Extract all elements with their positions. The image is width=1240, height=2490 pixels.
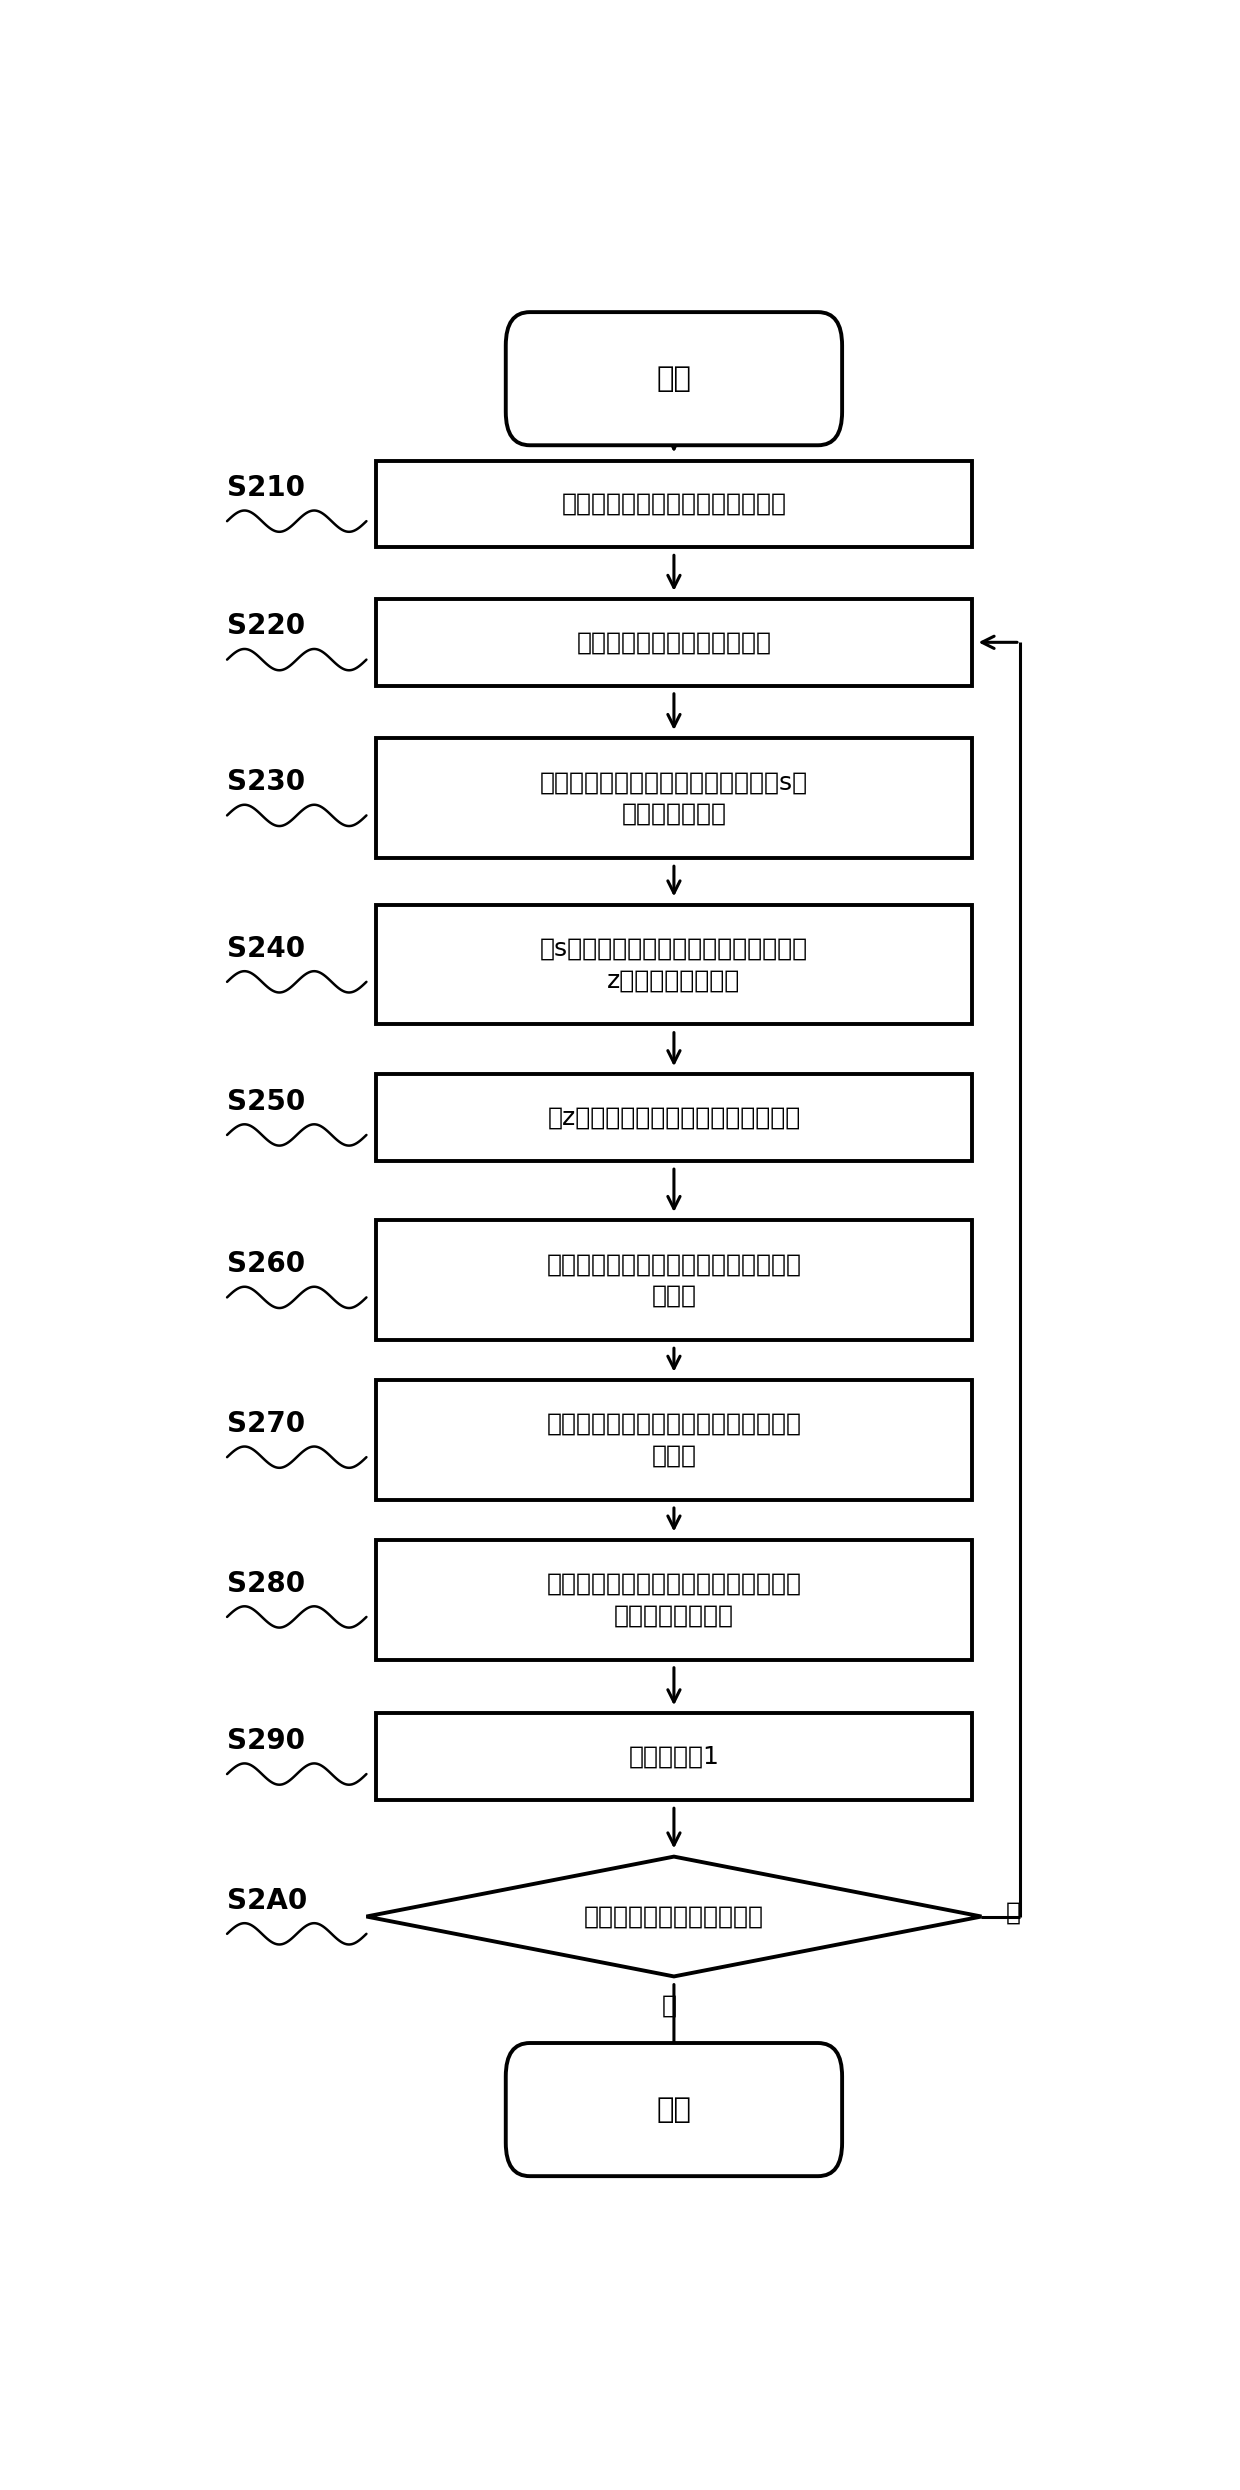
Polygon shape — [367, 1858, 982, 1977]
Bar — [376, 1220, 972, 1340]
Text: 否: 否 — [1006, 1900, 1021, 1925]
Text: 采集电流环输入和电流环输出: 采集电流环输入和电流环输出 — [577, 630, 771, 655]
FancyBboxPatch shape — [506, 2042, 842, 2176]
Bar — [376, 1379, 972, 1499]
Text: S220: S220 — [227, 613, 305, 640]
Text: 对s域电流环传递函数进行离散化，得到
z域电流环传递函数: 对s域电流环传递函数进行离散化，得到 z域电流环传递函数 — [539, 936, 808, 994]
Text: 根据电感参数，求解磁悬浮平面电机的
控制器的最优参数: 根据电感参数，求解磁悬浮平面电机的 控制器的最优参数 — [547, 1571, 801, 1628]
Bar — [376, 461, 972, 548]
Text: 采样时刻加1: 采样时刻加1 — [629, 1745, 719, 1768]
Text: 结束: 结束 — [656, 2097, 692, 2124]
Text: S2A0: S2A0 — [227, 1887, 308, 1915]
Text: 开始: 开始 — [656, 364, 692, 393]
Text: 根据电流环输入和电流环输出，得到s域
电流环传递函数: 根据电流环输入和电流环输出，得到s域 电流环传递函数 — [539, 769, 808, 827]
Text: 是: 是 — [662, 1994, 677, 2017]
Bar — [376, 737, 972, 859]
Bar — [376, 600, 972, 685]
Text: S240: S240 — [227, 934, 305, 964]
Text: S250: S250 — [227, 1088, 305, 1116]
Text: 建立磁悬浮平面电机的电流环模型: 建立磁悬浮平面电机的电流环模型 — [562, 493, 786, 515]
Text: S230: S230 — [227, 767, 305, 797]
Text: 根据待辨识参数，得到电流环模型的电
感参数: 根据待辨识参数，得到电流环模型的电 感参数 — [547, 1412, 801, 1467]
Text: 采用最小二乘法辨识差分方程中的待辨
识参数: 采用最小二乘法辨识差分方程中的待辨 识参数 — [547, 1252, 801, 1307]
Text: S210: S210 — [227, 473, 305, 503]
Text: S280: S280 — [227, 1569, 305, 1599]
Bar — [376, 904, 972, 1023]
Text: 将z域电流环传递函数转化为差分方程: 将z域电流环传递函数转化为差分方程 — [547, 1106, 801, 1130]
Text: S290: S290 — [227, 1726, 305, 1755]
Bar — [376, 1539, 972, 1658]
Bar — [376, 1713, 972, 1800]
Text: S270: S270 — [227, 1409, 305, 1437]
FancyBboxPatch shape — [506, 311, 842, 446]
Text: 判断是否到达结束运行时间: 判断是否到达结束运行时间 — [584, 1905, 764, 1930]
Text: S260: S260 — [227, 1250, 305, 1277]
Bar — [376, 1073, 972, 1160]
